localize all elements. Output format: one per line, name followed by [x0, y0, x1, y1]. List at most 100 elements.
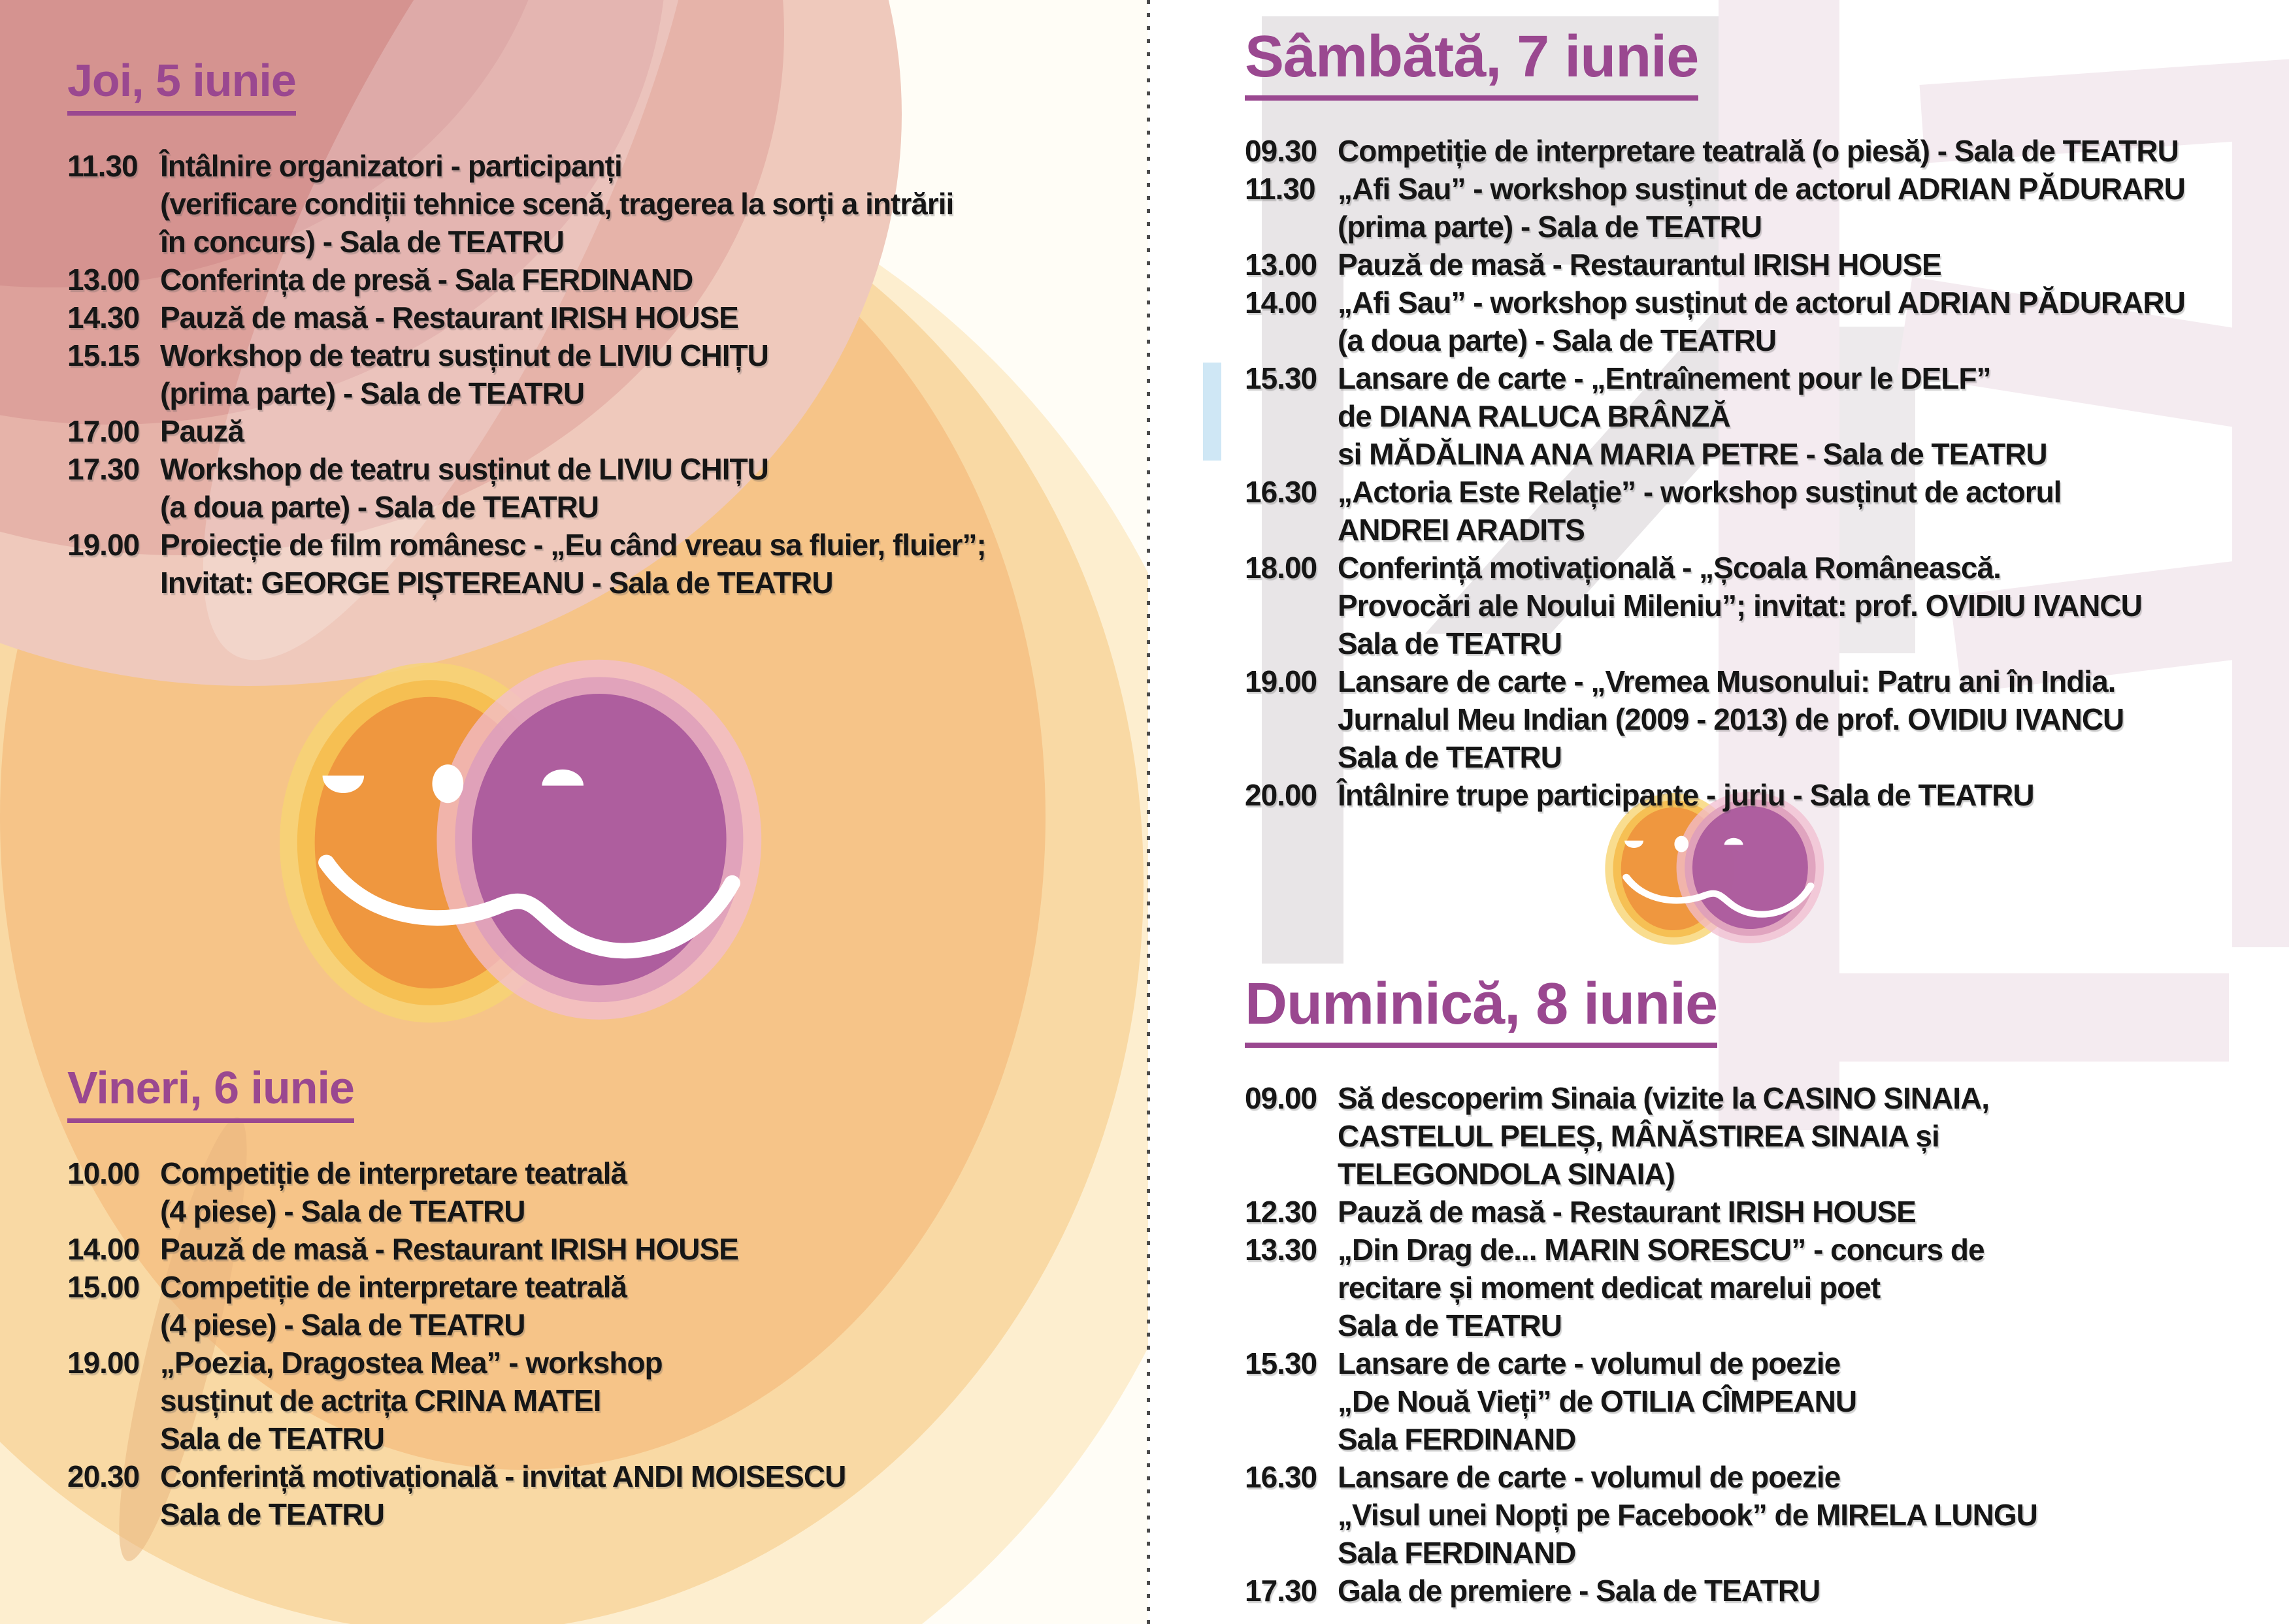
- event-line: „Actoria Este Relație” - workshop susțin…: [1338, 475, 2062, 509]
- event-line: Proiecție de film românesc - „Eu când vr…: [160, 528, 987, 562]
- event-time: 19.00: [67, 528, 140, 562]
- event-row: 15.00 Competiție de interpretare teatrală…: [67, 1268, 1139, 1344]
- event-line: (4 piese) - Sala de TEATRU: [160, 1194, 526, 1228]
- event-line: (a doua parte) - Sala de TEATRU: [1338, 323, 1777, 357]
- event-line: Sala de TEATRU: [1338, 1308, 1562, 1342]
- event-time: 14.00: [67, 1232, 140, 1266]
- event-line: Pauză de masă - Restaurantul IRISH HOUSE: [1338, 248, 1942, 282]
- watermark-shape: [2232, 72, 2289, 947]
- event-line: Sala de TEATRU: [160, 1497, 385, 1531]
- event-description: Întâlnire organizatori - participanți (ve…: [160, 147, 1139, 261]
- event-line: Pauză: [160, 414, 244, 448]
- event-description: „Afi Sau” - workshop susținut de actorul…: [1338, 170, 2264, 246]
- comedy-tragedy-masks-icon: [1604, 790, 1834, 947]
- event-line: ANDREI ARADITS: [1338, 513, 1585, 547]
- event-row: 20.30 Conferință motivațională - invitat …: [67, 1457, 1139, 1533]
- event-row: 16.30 Lansare de carte - volumul de poezi…: [1245, 1458, 2264, 1572]
- event-line: Întâlnire organizatori - participanți: [160, 149, 623, 183]
- event-description: „Actoria Este Relație” - workshop susțin…: [1338, 473, 2264, 549]
- day-section-sambata: Sâmbătă, 7 iunie 09.30 Competiție de inte…: [1245, 27, 2264, 814]
- event-time: 14.30: [67, 300, 140, 334]
- event-line: Provocări ale Noului Mileniu”; invitat: …: [1338, 589, 2143, 623]
- event-line: Competiție de interpretare teatrală: [160, 1270, 627, 1304]
- event-time: 09.30: [1245, 134, 1317, 168]
- page-right: Sâmbătă, 7 iunie 09.30 Competiție de inte…: [1151, 0, 2289, 1624]
- event-time: 13.00: [1245, 248, 1317, 282]
- event-description: Pauză: [160, 412, 1139, 450]
- event-time: 15.30: [1245, 1346, 1317, 1380]
- event-description: Pauză de masă - Restaurant IRISH HOUSE: [160, 299, 1139, 336]
- event-line: „De Nouă Vieți” de OTILIA CÎMPEANU: [1338, 1384, 1857, 1418]
- day-section-vineri: Vineri, 6 iunie 10.00 Competiție de inter…: [67, 1065, 1139, 1533]
- event-line: (verificare condiții tehnice scenă, trag…: [160, 187, 954, 221]
- event-time: 17.00: [67, 414, 140, 448]
- event-line: Conferința de presă - Sala FERDINAND: [160, 263, 693, 297]
- event-description: Workshop de teatru susținut de LIVIU CHI…: [160, 336, 1139, 412]
- event-time: 19.00: [1245, 664, 1317, 698]
- event-row: 15.15 Workshop de teatru susținut de LIVI…: [67, 336, 1139, 412]
- event-description: Lansare de carte - volumul de poezie „Vis…: [1338, 1458, 2264, 1572]
- page-left: Joi, 5 iunie 11.30 Întâlnire organizatori…: [0, 0, 1148, 1624]
- event-row: 17.00 Pauză: [67, 412, 1139, 450]
- event-line: Sala FERDINAND: [1338, 1536, 1576, 1570]
- watermark-shape: [1203, 363, 1221, 461]
- event-row: 19.00 „Poezia, Dragostea Mea” - workshop s…: [67, 1344, 1139, 1457]
- page-fold-dotted-divider: [1147, 0, 1150, 1624]
- event-time: 17.30: [67, 452, 140, 486]
- event-description: Pauză de masă - Restaurantul IRISH HOUSE: [1338, 246, 2264, 284]
- event-row: 16.30 „Actoria Este Relație” - workshop s…: [1245, 473, 2264, 549]
- event-line: Să descoperim Sinaia (vizite la CASINO S…: [1338, 1081, 1990, 1115]
- event-row: 11.30 Întâlnire organizatori - participan…: [67, 147, 1139, 261]
- event-description: Conferința de presă - Sala FERDINAND: [160, 261, 1139, 299]
- event-line: Competiție de interpretare teatrală: [160, 1156, 627, 1190]
- event-row: 14.00 „Afi Sau” - workshop susținut de ac…: [1245, 284, 2264, 359]
- event-line: în concurs) - Sala de TEATRU: [160, 225, 565, 259]
- event-description: „Poezia, Dragostea Mea” - workshop susțin…: [160, 1344, 1139, 1457]
- event-line: „Visul unei Nopți pe Facebook” de MIRELA…: [1338, 1498, 2038, 1532]
- event-line: „Afi Sau” - workshop susținut de actorul…: [1338, 172, 2186, 206]
- event-line: Workshop de teatru susținut de LIVIU CHI…: [160, 452, 769, 486]
- event-list: 09.00 Să descoperim Sinaia (vizite la CAS…: [1245, 1079, 2264, 1610]
- event-line: si MĂDĂLINA ANA MARIA PETRE - Sala de TE…: [1338, 437, 2048, 471]
- event-row: 15.30 Lansare de carte - „Entraînement po…: [1245, 359, 2264, 473]
- event-list: 09.30 Competiție de interpretare teatrală…: [1245, 132, 2264, 814]
- event-line: Sala de TEATRU: [160, 1421, 385, 1455]
- event-description: Lansare de carte - „Vremea Musonului: Pa…: [1338, 662, 2264, 776]
- event-time: 13.30: [1245, 1233, 1317, 1267]
- event-description: Pauză de masă - Restaurant IRISH HOUSE: [160, 1230, 1139, 1268]
- event-line: Lansare de carte - volumul de poezie: [1338, 1460, 1841, 1494]
- event-row: 13.00 Pauză de masă - Restaurantul IRISH …: [1245, 246, 2264, 284]
- event-description: Competiție de interpretare teatrală (o p…: [1338, 132, 2264, 170]
- event-time: 19.00: [67, 1346, 140, 1380]
- event-line: Pauză de masă - Restaurant IRISH HOUSE: [1338, 1195, 1917, 1229]
- event-line: Gala de premiere - Sala de TEATRU: [1338, 1574, 1820, 1608]
- event-line: de DIANA RALUCA BRÂNZĂ: [1338, 399, 1731, 433]
- event-time: 16.30: [1245, 1460, 1317, 1494]
- event-time: 09.00: [1245, 1081, 1317, 1115]
- event-time: 14.00: [1245, 285, 1317, 319]
- event-time: 11.30: [1245, 172, 1316, 206]
- event-description: Să descoperim Sinaia (vizite la CASINO S…: [1338, 1079, 2264, 1193]
- event-time: 10.00: [67, 1156, 140, 1190]
- event-description: Conferință motivațională - invitat ANDI …: [160, 1457, 1139, 1533]
- event-time: 12.30: [1245, 1195, 1317, 1229]
- event-time: 11.30: [67, 149, 139, 183]
- event-list: 10.00 Competiție de interpretare teatrală…: [67, 1154, 1139, 1533]
- event-description: Competiție de interpretare teatrală (4 pi…: [160, 1154, 1139, 1230]
- watermark-shape: [1262, 16, 1343, 964]
- event-line: Invitat: GEORGE PIȘTEREANU - Sala de TEA…: [160, 566, 834, 600]
- event-row: 14.00 Pauză de masă - Restaurant IRISH HO…: [67, 1230, 1139, 1268]
- event-row: 13.30 „Din Drag de... MARIN SORESCU” - co…: [1245, 1231, 2264, 1344]
- event-time: 18.00: [1245, 551, 1317, 585]
- event-line: susținut de actrița CRINA MATEI: [160, 1384, 601, 1418]
- event-time: 15.00: [67, 1270, 140, 1304]
- event-line: Workshop de teatru susținut de LIVIU CHI…: [160, 338, 769, 372]
- event-description: Pauză de masă - Restaurant IRISH HOUSE: [1338, 1193, 2264, 1231]
- event-description: Workshop de teatru susținut de LIVIU CHI…: [160, 450, 1139, 526]
- event-description: „Din Drag de... MARIN SORESCU” - concurs…: [1338, 1231, 2264, 1344]
- event-description: „Afi Sau” - workshop susținut de actorul…: [1338, 284, 2264, 359]
- event-line: (prima parte) - Sala de TEATRU: [1338, 210, 1762, 244]
- event-row: 18.00 Conferință motivațională - „Școala …: [1245, 549, 2264, 662]
- event-row: 20.00 Întâlnire trupe participante - juri…: [1245, 776, 2264, 814]
- event-row: 11.30 „Afi Sau” - workshop susținut de ac…: [1245, 170, 2264, 246]
